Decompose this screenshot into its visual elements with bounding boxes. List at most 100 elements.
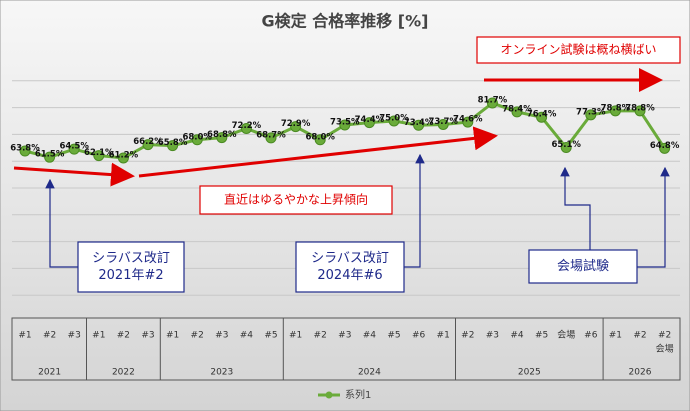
data-label: 81.7% bbox=[478, 96, 508, 106]
data-label: 78.8% bbox=[601, 103, 631, 113]
data-point bbox=[413, 119, 425, 131]
data-point bbox=[44, 151, 56, 163]
data-point bbox=[167, 140, 179, 152]
data-label: 68.7% bbox=[256, 130, 286, 140]
data-point bbox=[585, 109, 597, 121]
data-label: 73.4% bbox=[404, 118, 434, 128]
data-point bbox=[634, 105, 646, 117]
data-label: 73.5% bbox=[330, 118, 360, 128]
data-point bbox=[339, 119, 351, 131]
data-label: 63.8% bbox=[10, 144, 40, 154]
annotation-box bbox=[77, 241, 185, 293]
x-tick-label: #2 bbox=[117, 331, 130, 341]
x-group-label: 2023 bbox=[210, 368, 233, 378]
annotation-text: シラバス改訂 bbox=[92, 250, 170, 266]
x-group-label: 2025 bbox=[518, 368, 541, 378]
x-group-label: 2026 bbox=[629, 368, 652, 378]
data-point bbox=[659, 142, 671, 154]
data-point bbox=[511, 106, 523, 118]
annotation-text: 会場試験 bbox=[557, 258, 609, 274]
annotation-box bbox=[528, 249, 638, 284]
data-point bbox=[462, 116, 474, 128]
x-tick-label: #6 bbox=[412, 331, 426, 341]
x-tick-label: #2 bbox=[191, 331, 204, 341]
x-tick-label: 会場 bbox=[656, 343, 674, 355]
data-point bbox=[609, 105, 621, 117]
data-label: 62.1% bbox=[84, 148, 114, 158]
data-point bbox=[363, 117, 375, 129]
data-label: 74.6% bbox=[453, 115, 483, 125]
legend-marker bbox=[325, 391, 333, 399]
data-label: 74.4% bbox=[355, 115, 385, 125]
x-group-label: 2021 bbox=[38, 368, 61, 378]
chart-title: G検定 合格率推移 [%] bbox=[262, 12, 429, 31]
x-tick-label: #5 bbox=[535, 331, 548, 341]
data-label: 73.7% bbox=[428, 117, 458, 127]
x-tick-label: #2 bbox=[314, 331, 327, 341]
annotation-text: オンライン試験は概ね横ばい bbox=[500, 42, 656, 57]
data-label: 72.2% bbox=[232, 121, 262, 131]
x-tick-label: #1 bbox=[92, 331, 105, 341]
x-tick-label: #1 bbox=[18, 331, 31, 341]
annotation-text: 2024年#6 bbox=[317, 268, 382, 283]
annotation-text: 直近はゆるやかな上昇傾向 bbox=[224, 192, 368, 207]
data-label: 68.8% bbox=[207, 130, 237, 140]
x-tick-label: #2 bbox=[43, 331, 56, 341]
connector bbox=[637, 166, 670, 268]
data-point bbox=[265, 132, 277, 144]
data-point bbox=[560, 142, 572, 154]
data-label: 68.0% bbox=[305, 132, 335, 142]
data-point bbox=[191, 134, 203, 146]
x-tick-label: #2 bbox=[658, 331, 671, 341]
data-label: 68.0% bbox=[182, 132, 212, 142]
data-label: 61.5% bbox=[35, 150, 65, 160]
x-group-label: 2022 bbox=[112, 368, 135, 378]
annotation-text: 2021年#2 bbox=[98, 268, 163, 283]
x-tick-label: #3 bbox=[215, 331, 228, 341]
data-point bbox=[68, 143, 80, 155]
data-label: 78.4% bbox=[502, 104, 532, 114]
x-tick-label: #5 bbox=[387, 331, 400, 341]
data-label: 61.2% bbox=[109, 150, 139, 160]
data-label: 65.1% bbox=[551, 140, 581, 150]
x-tick-label: #1 bbox=[289, 331, 302, 341]
x-tick-label: #3 bbox=[338, 331, 351, 341]
x-tick-label: #4 bbox=[240, 331, 254, 341]
data-label: 66.2% bbox=[133, 137, 163, 147]
category-axis bbox=[11, 317, 681, 381]
connector bbox=[45, 178, 78, 268]
annotation-box bbox=[476, 36, 681, 64]
data-point bbox=[19, 145, 31, 157]
x-tick-label: 会場 bbox=[557, 329, 575, 341]
data-point bbox=[93, 150, 105, 162]
legend-label: 系列1 bbox=[345, 388, 371, 401]
data-point bbox=[486, 97, 498, 109]
x-tick-label: #5 bbox=[264, 331, 277, 341]
data-point bbox=[388, 115, 400, 127]
trend-arrow bbox=[138, 126, 498, 178]
data-label: 76.4% bbox=[527, 110, 557, 120]
connector bbox=[404, 153, 425, 268]
data-label: 75.0% bbox=[379, 114, 409, 124]
data-point bbox=[290, 121, 302, 133]
data-label: 72.9% bbox=[281, 119, 311, 129]
data-point bbox=[142, 139, 154, 151]
data-point bbox=[536, 111, 548, 123]
annotation-box bbox=[295, 241, 405, 293]
connector bbox=[560, 166, 591, 250]
x-tick-label: #3 bbox=[486, 331, 499, 341]
data-label: 64.8% bbox=[650, 141, 680, 151]
data-point bbox=[437, 118, 449, 130]
x-tick-label: #2 bbox=[461, 331, 474, 341]
data-label: 78.8% bbox=[625, 103, 655, 113]
x-tick-label: #1 bbox=[609, 331, 622, 341]
data-point bbox=[216, 132, 228, 144]
data-label: 65.8% bbox=[158, 138, 188, 148]
annotation-box bbox=[199, 185, 393, 215]
annotation-text: シラバス改訂 bbox=[311, 250, 389, 266]
x-tick-label: #6 bbox=[584, 331, 598, 341]
x-tick-label: #1 bbox=[437, 331, 450, 341]
x-tick-label: #3 bbox=[68, 331, 81, 341]
